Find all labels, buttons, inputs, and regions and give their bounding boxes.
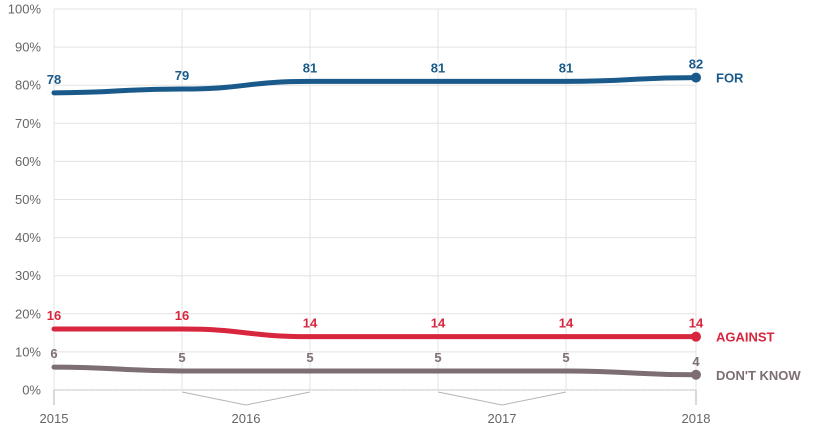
series-label-against: AGAINST (716, 330, 775, 345)
data-label: 82 (689, 57, 703, 72)
data-label: 5 (562, 350, 569, 365)
y-tick-label: 50% (15, 192, 41, 207)
data-label: 81 (431, 60, 445, 75)
y-tick-label: 40% (15, 230, 41, 245)
series-line-for (51, 75, 699, 96)
series-end-marker-against (691, 331, 701, 342)
year-bracket-2017 (437, 391, 567, 406)
data-label: 5 (434, 350, 441, 365)
y-tick-label: 70% (15, 116, 41, 131)
series-line-against (51, 326, 699, 340)
data-label: 81 (559, 60, 573, 75)
y-tick-label: 100% (8, 2, 42, 17)
data-label: 16 (175, 308, 189, 323)
y-tick-label: 90% (15, 40, 41, 55)
data-label: 14 (559, 316, 574, 331)
x-tick-label: 2016 (232, 411, 261, 426)
data-label: 79 (175, 68, 189, 83)
data-label: 14 (431, 316, 446, 331)
y-tick-label: 10% (15, 344, 41, 359)
y-tick-label: 30% (15, 268, 41, 283)
x-tick-label: 2018 (682, 411, 711, 426)
year-bracket-2016 (181, 391, 311, 406)
series-label-for: FOR (716, 71, 744, 86)
series-line-don-t-know (51, 364, 699, 378)
x-tick-label: 2015 (40, 411, 69, 426)
y-tick-label: 80% (15, 78, 41, 93)
y-tick-label: 60% (15, 154, 41, 169)
series-end-marker-for (691, 72, 701, 83)
data-label: 4 (692, 354, 700, 369)
data-label: 5 (178, 350, 185, 365)
data-label: 5 (306, 350, 313, 365)
x-tick-label: 2017 (488, 411, 517, 426)
series-label-don-t-know: DON'T KNOW (716, 368, 801, 383)
data-label: 81 (303, 60, 317, 75)
data-label: 78 (47, 72, 61, 87)
data-label: 16 (47, 308, 61, 323)
data-label: 6 (50, 346, 57, 361)
y-tick-label: 0% (22, 383, 41, 398)
data-label: 14 (303, 316, 318, 331)
data-label: 14 (689, 316, 704, 331)
y-tick-label: 20% (15, 306, 41, 321)
series-end-marker-don-t-know (691, 369, 701, 380)
